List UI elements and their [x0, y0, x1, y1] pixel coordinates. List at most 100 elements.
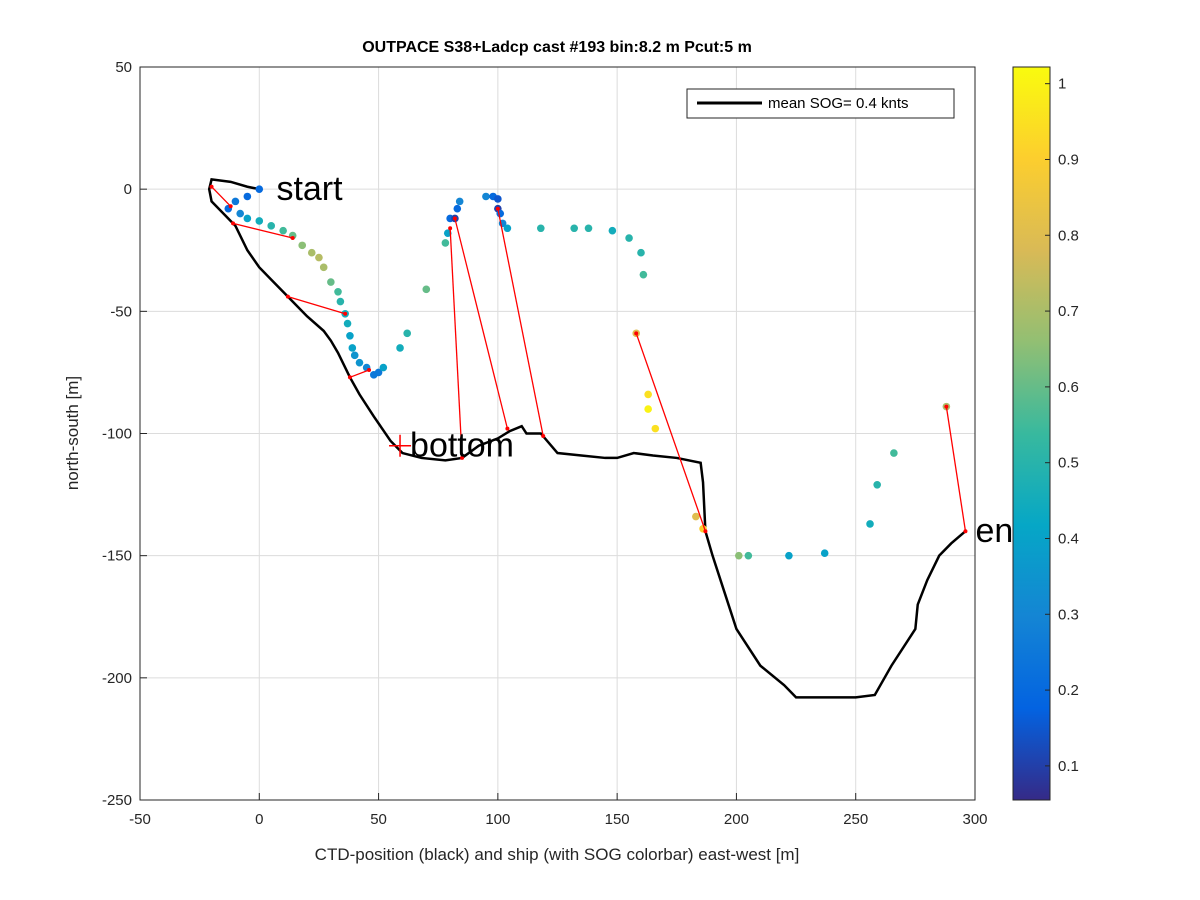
legend-label: mean SOG= 0.4 knts [768, 95, 909, 112]
x-tick-label: 200 [724, 811, 749, 828]
y-tick-label: -100 [102, 426, 132, 443]
colorbar [1012, 66, 1051, 801]
ship-point [279, 226, 287, 235]
ship-point [348, 344, 357, 352]
link-end [228, 204, 233, 209]
link-segment [287, 296, 346, 315]
link-end [290, 236, 295, 241]
ship-point [890, 449, 898, 457]
ship-point [455, 197, 464, 206]
ship-point [346, 331, 354, 340]
colorbar-tick-label: 0.7 [1058, 303, 1079, 320]
ship-point [327, 278, 335, 286]
ship-point [319, 263, 328, 272]
link-segment [497, 208, 544, 437]
ship-point [255, 185, 264, 193]
ship-point [374, 368, 383, 377]
link-segment [449, 228, 463, 458]
link-end [448, 226, 453, 231]
colorbar-tick-label: 0.3 [1058, 606, 1079, 623]
legend: mean SOG= 0.4 knts [686, 88, 955, 119]
ship-point [298, 241, 307, 250]
x-tick-label: 0 [255, 811, 263, 828]
y-tick-label: -250 [102, 792, 132, 809]
ship-point [735, 551, 743, 560]
link-end [285, 294, 290, 299]
x-tick-label: 250 [843, 811, 868, 828]
ship-point [692, 512, 700, 521]
link-end [231, 221, 236, 226]
link-segment [635, 333, 707, 532]
link-segment [232, 222, 293, 239]
link-end [495, 206, 500, 211]
ship-point [315, 253, 323, 262]
link-end [541, 433, 546, 438]
colorbar-tick-label: 0.4 [1058, 530, 1079, 547]
colorbar-tick-label: 0.6 [1058, 379, 1079, 396]
ship-point [651, 424, 660, 433]
ship-point [307, 248, 316, 257]
ship-point [637, 248, 645, 257]
ship-point [453, 204, 462, 213]
link-end [343, 311, 348, 316]
ship-point [873, 481, 881, 489]
ship-point [379, 363, 388, 372]
ship-point [255, 217, 264, 225]
x-tick-label: -50 [129, 811, 151, 828]
colorbar-tick-label: 0.8 [1058, 227, 1079, 244]
bottom-marker [389, 434, 412, 457]
ship-point [494, 195, 502, 203]
link-end [452, 216, 457, 221]
ship-point [441, 239, 450, 247]
ship-point [639, 270, 648, 279]
ship-point [570, 224, 578, 233]
link-segment [349, 369, 370, 378]
ship-point [403, 329, 412, 338]
ship-point [231, 197, 240, 206]
ship-point [336, 297, 345, 306]
ship-point [644, 390, 652, 399]
ship-point [243, 214, 252, 223]
annotation: start [276, 170, 343, 208]
ship-point [334, 287, 342, 296]
link-segment [454, 218, 509, 429]
y-axis-label: north-south [m] [63, 376, 82, 490]
ship-point [820, 549, 829, 558]
y-tick-label: -200 [102, 670, 132, 687]
y-tick-label: -150 [102, 548, 132, 565]
x-axis-label: CTD-position (black) and ship (with SOG … [315, 845, 800, 864]
ship-point [482, 192, 490, 201]
ship-point [503, 224, 512, 233]
ship-point [785, 551, 793, 560]
chart-title: OUTPACE S38+Ladcp cast #193 bin:8.2 m Pc… [362, 39, 752, 56]
x-tick-label: 150 [605, 811, 630, 828]
ship-point [236, 209, 244, 218]
ship-point [343, 319, 352, 328]
ship-point [355, 358, 364, 367]
ship-point [496, 209, 505, 218]
ship-point [350, 351, 359, 360]
x-tick-label: 300 [962, 811, 987, 828]
plot-content [207, 178, 968, 699]
link-end [944, 404, 949, 409]
colorbar-tick-label: 0.9 [1058, 151, 1079, 168]
ship-point [744, 551, 753, 560]
link-segment [211, 186, 232, 207]
link-end [460, 455, 465, 460]
link-end [209, 184, 214, 189]
ship-point [422, 285, 431, 294]
y-tick-label: -50 [110, 303, 132, 320]
link-end [347, 375, 352, 380]
ship-point [644, 405, 652, 413]
colorbar-tick-label: 0.2 [1058, 682, 1079, 699]
ship-point [243, 192, 252, 201]
colorbar-tick-label: 0.5 [1058, 455, 1079, 472]
annotation: bottom [410, 427, 514, 465]
axes-box [139, 66, 976, 801]
x-tick-label: 100 [485, 811, 510, 828]
ship-point [625, 234, 633, 242]
link-end [703, 529, 708, 534]
ship-point [608, 226, 617, 235]
ctd-track [207, 178, 967, 699]
